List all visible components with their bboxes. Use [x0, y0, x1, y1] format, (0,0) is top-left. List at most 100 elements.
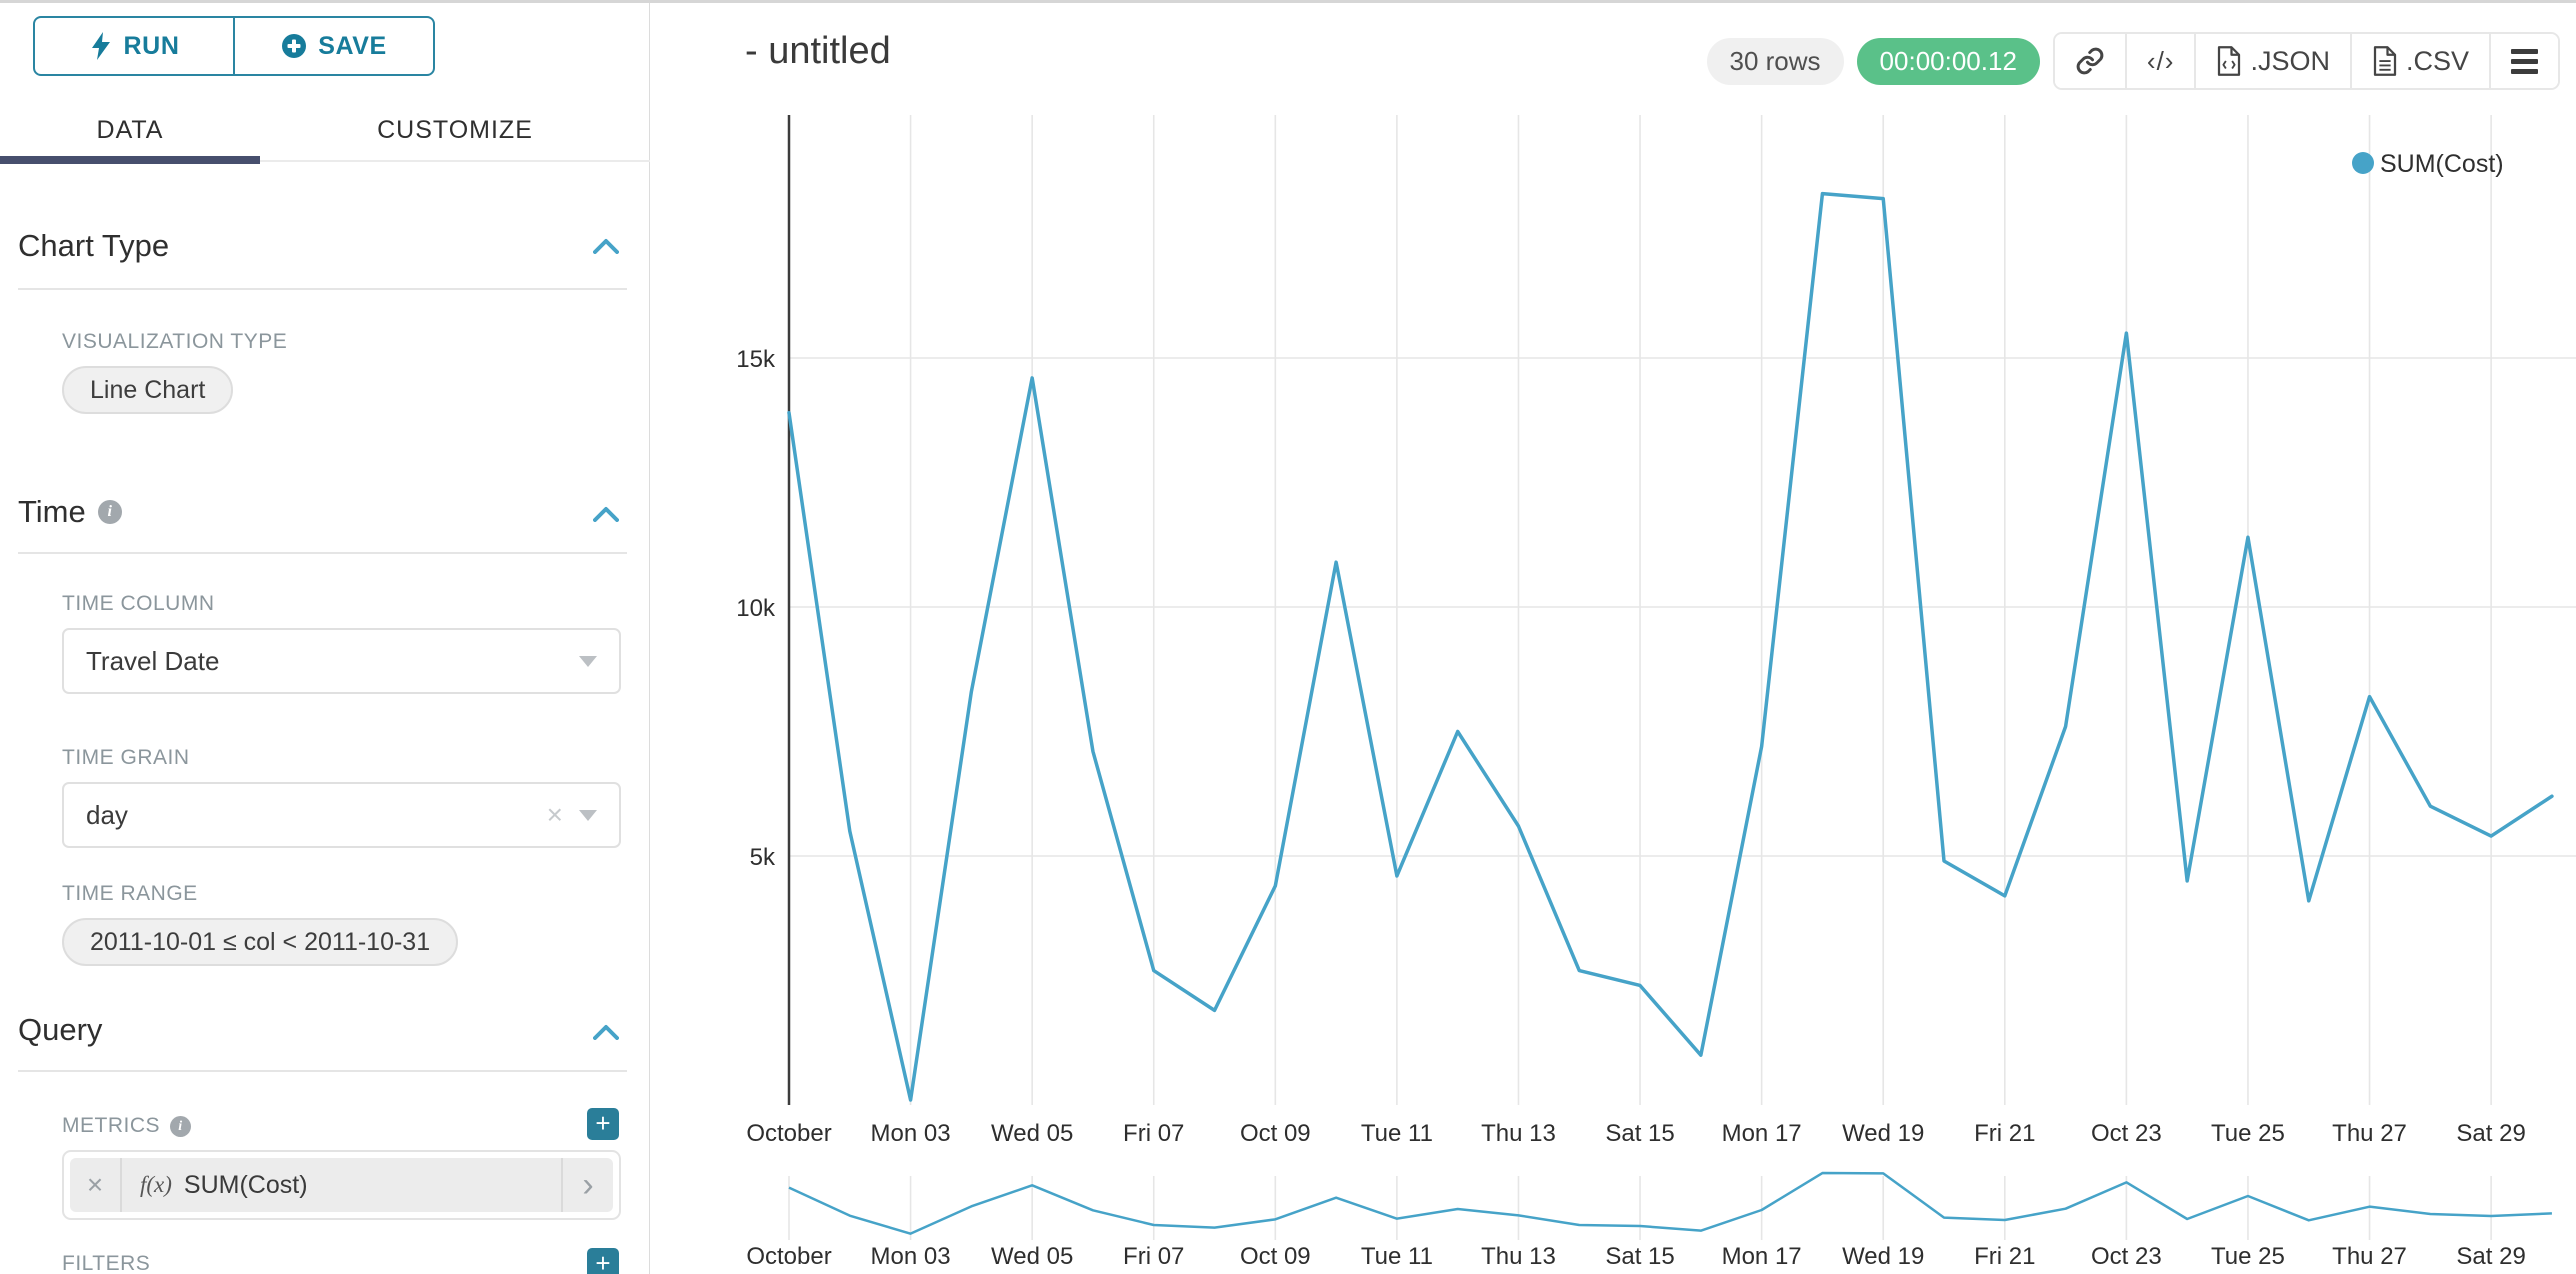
viz-type-pill[interactable]: Line Chart: [62, 366, 234, 414]
legend-dot[interactable]: [2352, 152, 2374, 174]
caret-down-icon: [579, 655, 597, 667]
metric-edit-target[interactable]: f(x) SUM(Cost): [122, 1158, 561, 1212]
range-selector-tick-label: Thu 27: [2332, 1243, 2407, 1270]
range-selector-tick-label: Fri 07: [1123, 1243, 1184, 1270]
chart-menu-button[interactable]: [2489, 34, 2558, 88]
x-axis-tick-label: Tue 25: [2211, 1120, 2285, 1147]
expand-metric-icon[interactable]: [561, 1158, 613, 1212]
export-button-group: .JSON .CSV: [2052, 32, 2560, 90]
x-axis-tick-label: Wed 05: [991, 1120, 1073, 1147]
run-button-label: RUN: [123, 31, 180, 60]
tab-customize[interactable]: CUSTOMIZE: [260, 100, 650, 160]
remove-metric-icon[interactable]: [70, 1158, 122, 1212]
fx-icon: f(x): [140, 1172, 172, 1197]
viz-type-label: VISUALIZATION TYPE: [62, 330, 288, 353]
json-file-icon: [2218, 46, 2241, 76]
range-selector-tick-label: Fri 21: [1974, 1243, 2035, 1270]
metric-value: SUM(Cost): [183, 1170, 308, 1199]
viz-type-value: Line Chart: [90, 375, 206, 404]
export-csv-label: .CSV: [2405, 45, 2469, 76]
metric-pill: f(x) SUM(Cost): [70, 1158, 613, 1212]
x-axis-tick-label: Mon 03: [871, 1120, 951, 1147]
x-axis-tick-label: October: [746, 1120, 831, 1147]
run-button[interactable]: RUN: [35, 18, 233, 74]
tab-data-label: DATA: [96, 115, 164, 144]
query-timer-badge: 00:00:00.12: [1856, 37, 2040, 85]
view-query-button[interactable]: [2124, 34, 2195, 88]
y-axis-tick-label: 10k: [736, 595, 776, 622]
range-selector-tick-label: Oct 23: [2091, 1243, 2162, 1270]
time-column-value: Travel Date: [86, 645, 220, 676]
range-selector-brush-area[interactable]: [789, 1176, 2576, 1240]
chevron-up-icon[interactable]: [593, 1024, 619, 1040]
caret-down-icon: [579, 809, 597, 821]
x-axis-tick-label: Fri 07: [1123, 1120, 1184, 1147]
legend-label: SUM(Cost): [2380, 150, 2504, 178]
x-axis-tick-label: Oct 09: [1240, 1120, 1311, 1147]
section-divider: [18, 1070, 627, 1072]
time-range-label: TIME RANGE: [62, 882, 198, 905]
code-icon: [2147, 46, 2175, 77]
export-json-button[interactable]: .JSON: [2194, 34, 2350, 88]
range-selector-tick-label: Thu 13: [1481, 1243, 1556, 1270]
query-actions-group: RUN SAVE: [33, 16, 435, 76]
export-json-label: .JSON: [2250, 45, 2330, 76]
add-metric-button[interactable]: [587, 1108, 619, 1140]
chevron-up-icon[interactable]: [593, 238, 619, 254]
chevron-up-icon[interactable]: [593, 506, 619, 522]
info-icon[interactable]: i: [97, 500, 122, 524]
control-panel-tabs: DATA CUSTOMIZE: [0, 100, 650, 164]
time-range-pill[interactable]: 2011-10-01 ≤ col < 2011-10-31: [62, 918, 459, 966]
add-filter-button[interactable]: [587, 1248, 619, 1274]
range-selector-tick-label: Mon 17: [1722, 1243, 1802, 1270]
tab-customize-label: CUSTOMIZE: [377, 115, 533, 144]
x-axis-tick-label: Thu 27: [2332, 1120, 2407, 1147]
metrics-label-text: METRICS: [62, 1114, 160, 1137]
chart-title[interactable]: - untitled: [745, 30, 891, 72]
range-selector-tick-label: Wed 19: [1842, 1243, 1924, 1270]
x-axis-tick-label: Sat 15: [1605, 1120, 1674, 1147]
time-grain-select[interactable]: day ×: [62, 782, 621, 848]
range-selector-tick-label: Tue 11: [1361, 1243, 1433, 1270]
section-query-title: Query: [18, 1012, 103, 1047]
x-axis-tick-label: Oct 23: [2091, 1120, 2162, 1147]
section-time-title: Time: [18, 494, 86, 529]
x-axis-tick-label: Thu 13: [1481, 1120, 1556, 1147]
time-range-value: 2011-10-01 ≤ col < 2011-10-31: [90, 927, 431, 956]
time-grain-label: TIME GRAIN: [62, 746, 190, 769]
tab-data[interactable]: DATA: [0, 100, 260, 164]
clear-icon[interactable]: ×: [546, 799, 563, 830]
y-axis-tick-label: 15k: [736, 346, 776, 373]
series-line: [787, 191, 2554, 1102]
time-grain-value: day: [86, 799, 128, 830]
save-button[interactable]: SAVE: [233, 18, 433, 74]
section-query-header: Query: [18, 1012, 102, 1048]
short-link-button[interactable]: [2054, 34, 2125, 88]
info-icon[interactable]: i: [170, 1115, 191, 1137]
hamburger-menu-icon: [2511, 48, 2538, 74]
section-chart-type-header: Chart Type: [18, 228, 169, 264]
header-controls: 30 rows 00:00:00.12 .JSON: [1706, 32, 2560, 90]
section-divider: [18, 552, 627, 554]
line-chart: 5k 10k 15k October October Mon 03 Mon 03 Wed 05…: [736, 115, 2576, 1270]
filters-label: FILTERS: [62, 1252, 151, 1274]
range-selector-tick-label: Oct 09: [1240, 1243, 1311, 1270]
export-csv-button[interactable]: .CSV: [2349, 34, 2489, 88]
range-selector-tick-label: Sat 29: [2456, 1243, 2525, 1270]
lightning-icon: [91, 32, 110, 60]
save-button-label: SAVE: [318, 31, 387, 60]
range-selector-tick-label: October: [746, 1243, 831, 1270]
range-selector-tick-label: Wed 05: [991, 1243, 1073, 1270]
range-selector-line: [788, 1171, 2552, 1235]
link-icon: [2076, 47, 2104, 75]
section-divider: [18, 288, 627, 290]
time-column-select[interactable]: Travel Date: [62, 628, 621, 694]
y-axis-tick-label: 5k: [750, 844, 776, 871]
explore-control-panel: RUN SAVE DATA CUSTOMIZE Chart Type: [0, 0, 650, 1274]
metrics-label: METRICS i: [62, 1114, 191, 1138]
x-axis-tick-label: Fri 21: [1974, 1120, 2035, 1147]
chart-plot-area[interactable]: [789, 115, 2576, 1105]
section-chart-type-title: Chart Type: [18, 228, 170, 263]
metric-container: f(x) SUM(Cost): [62, 1150, 621, 1220]
